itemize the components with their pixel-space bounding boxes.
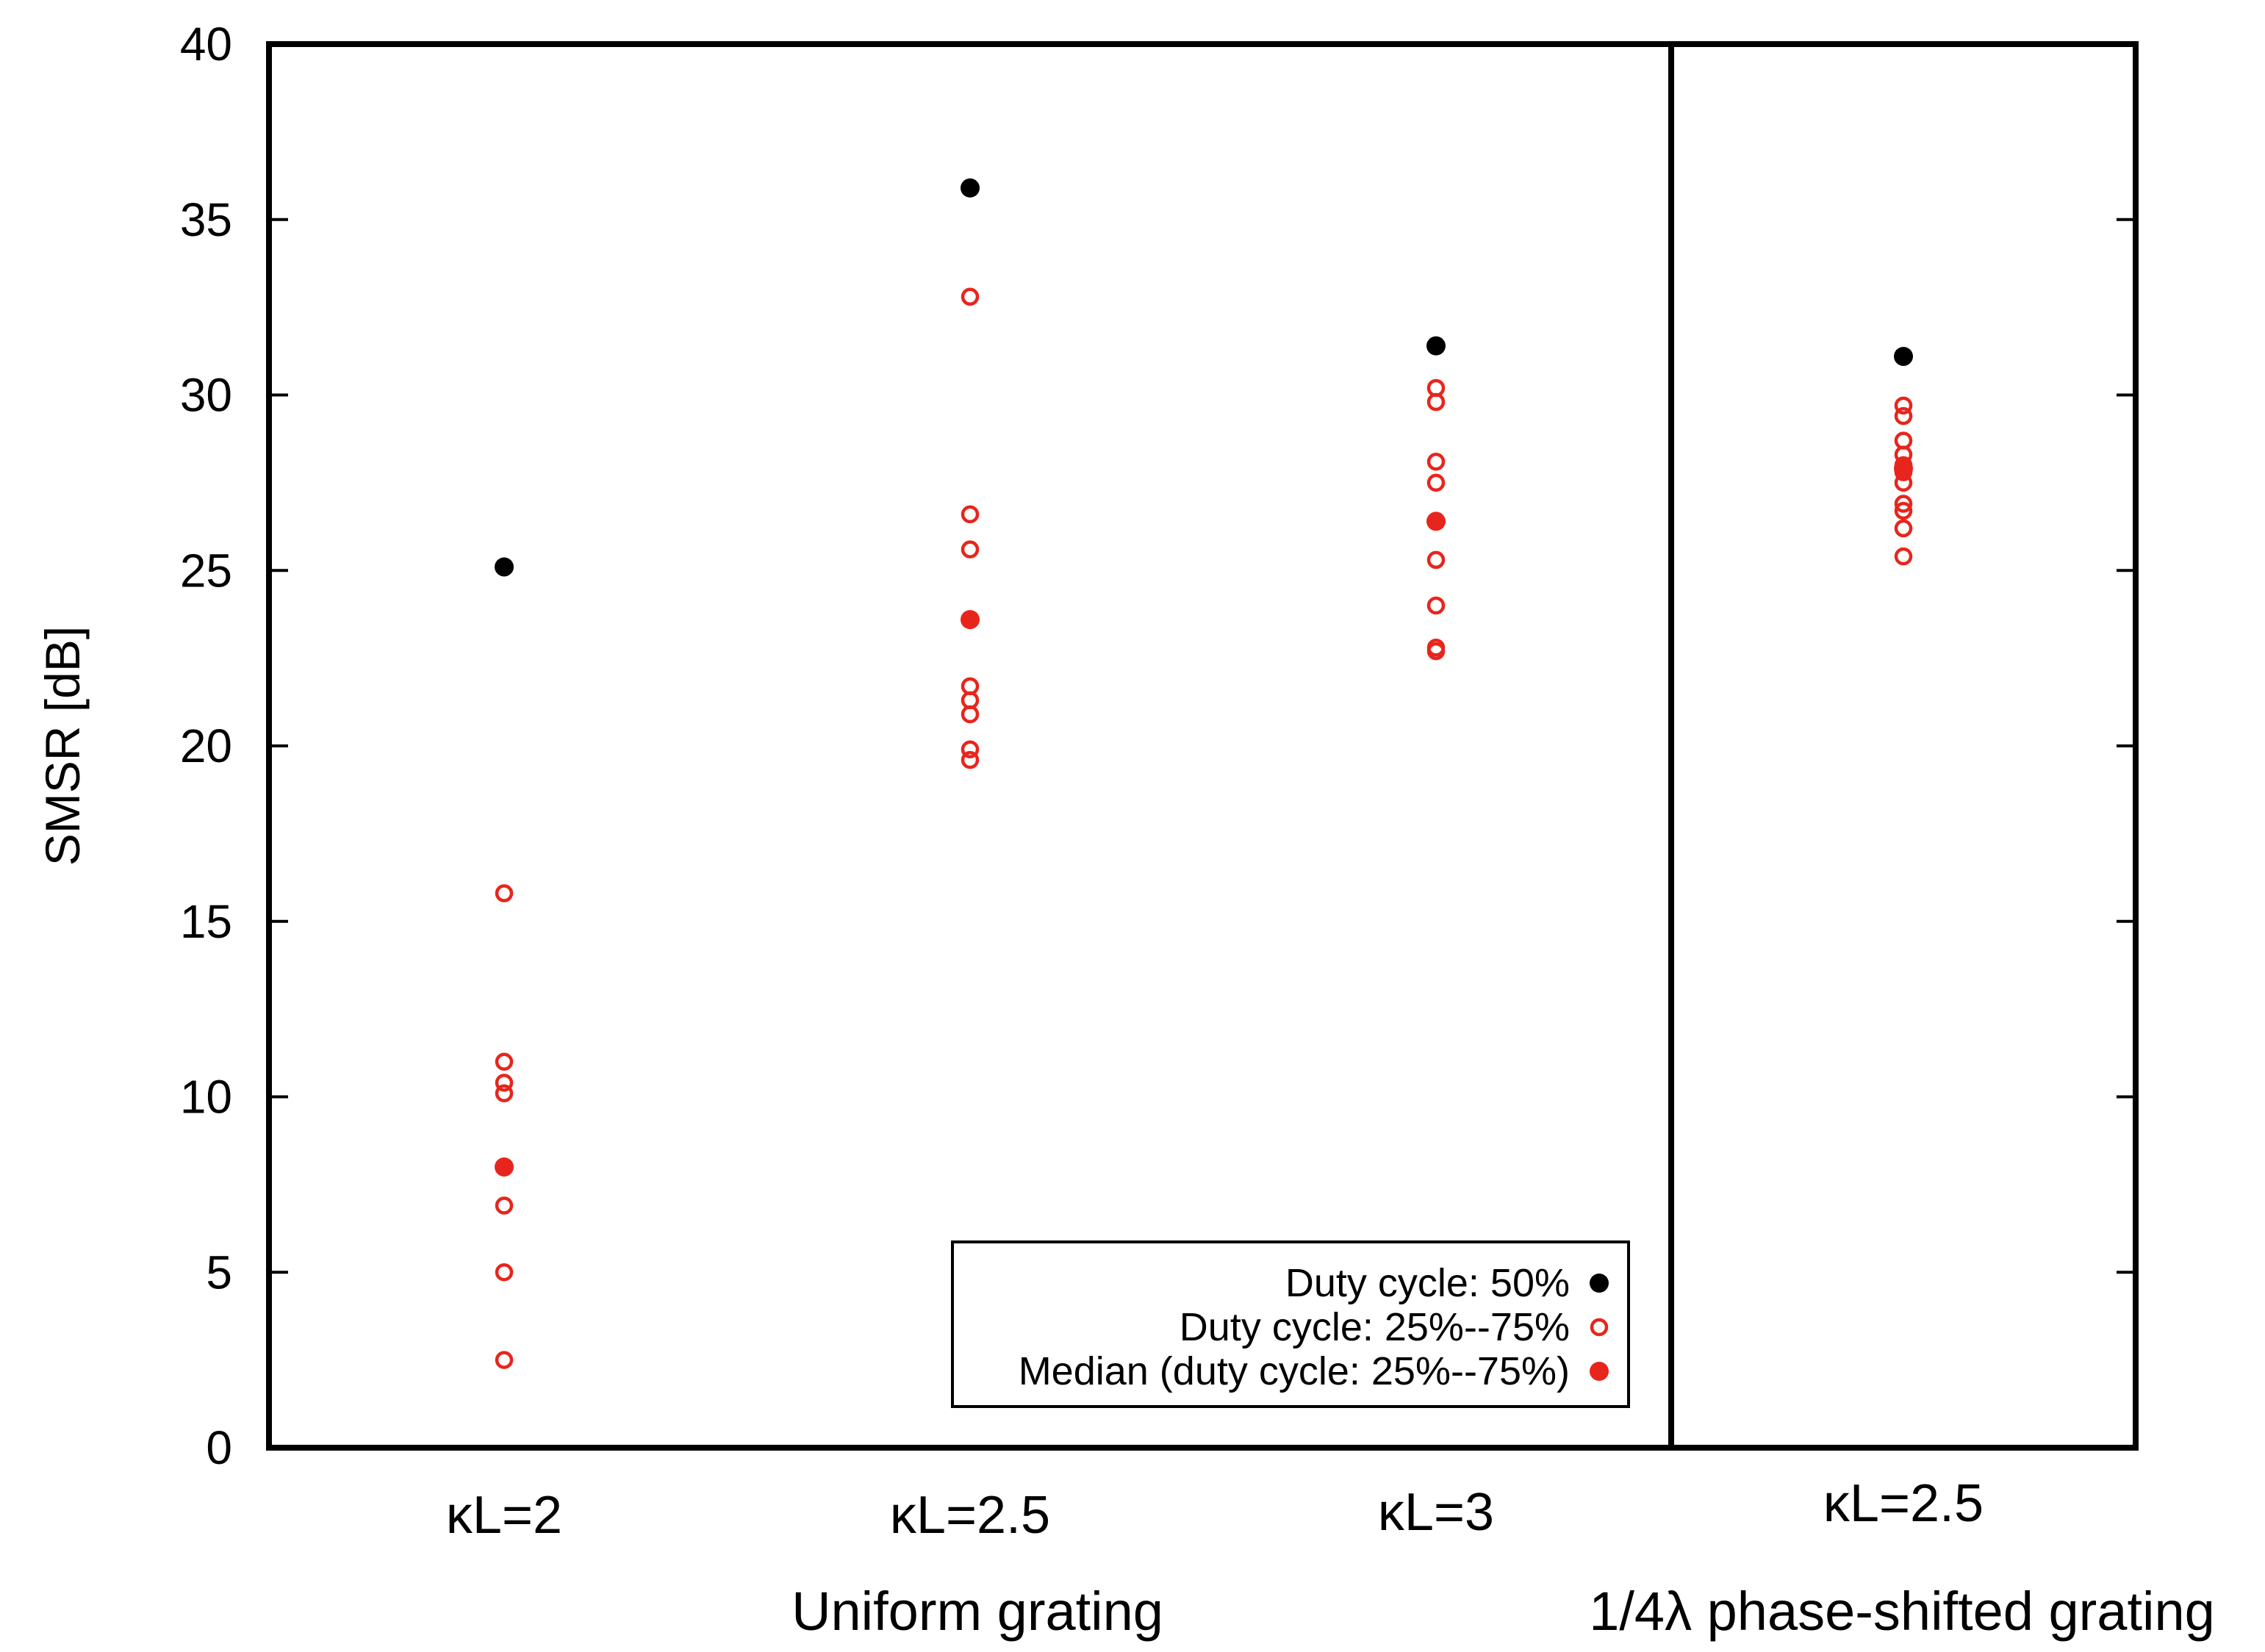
y-tick-label: 25 — [180, 544, 232, 597]
point-duty-25-75 — [495, 884, 514, 902]
y-tick-label: 30 — [180, 369, 232, 422]
legend-box — [951, 1240, 1630, 1408]
point-duty-25-75 — [1894, 406, 1913, 425]
y-ticks: 0 5 10 15 20 25 30 35 40 — [180, 18, 2136, 1474]
point-duty-25-75 — [961, 287, 980, 306]
y-axis-title: SMSR [dB] — [35, 626, 90, 866]
point-duty-25-75 — [1894, 547, 1913, 566]
data-points — [495, 178, 1913, 1369]
point-duty-25-75 — [1426, 452, 1446, 471]
y-tick-label: 40 — [180, 18, 232, 71]
y-tick-label: 0 — [206, 1421, 232, 1474]
legend-label: Median (duty cycle: 25%--75%) — [1019, 1349, 1570, 1393]
point-duty-25-75 — [1894, 501, 1913, 520]
legend-label: Duty cycle: 50% — [1285, 1261, 1570, 1305]
x-category-label: κL=2 — [446, 1486, 562, 1545]
point-median — [1894, 459, 1913, 478]
point-duty-25-75 — [495, 1351, 514, 1369]
point-duty-50 — [961, 178, 980, 198]
point-duty-25-75 — [1894, 495, 1913, 513]
legend-marker — [1590, 1274, 1609, 1293]
point-duty-25-75 — [1894, 519, 1913, 538]
point-duty-50 — [1426, 336, 1446, 356]
x-group-labels: Uniform grating 1/4λ phase-shifted gratin… — [792, 1581, 2215, 1642]
x-category-label: κL=2.5 — [890, 1486, 1050, 1545]
point-duty-25-75 — [495, 1084, 514, 1102]
point-duty-25-75 — [961, 750, 980, 769]
y-tick-label: 20 — [180, 719, 232, 772]
point-median — [1426, 511, 1446, 531]
point-duty-25-75 — [1426, 392, 1446, 412]
point-duty-25-75 — [495, 1196, 514, 1215]
legend-label: Duty cycle: 25%--75% — [1180, 1305, 1570, 1349]
point-duty-25-75 — [1426, 473, 1446, 492]
legend-marker — [1590, 1362, 1609, 1381]
point-duty-25-75 — [495, 1052, 514, 1071]
legend: Duty cycle: 50%Duty cycle: 25%--75%Media… — [951, 1240, 1630, 1408]
point-duty-50 — [1894, 346, 1913, 366]
point-median — [961, 610, 980, 630]
plot-frame — [266, 41, 2139, 1451]
point-duty-25-75 — [1426, 550, 1446, 570]
point-duty-25-75 — [1894, 396, 1913, 415]
y-tick-label: 10 — [180, 1071, 232, 1124]
y-tick-label: 15 — [180, 895, 232, 948]
x-group-label: Uniform grating — [792, 1581, 1163, 1642]
y-tick-label: 35 — [180, 193, 232, 246]
point-median — [495, 1157, 514, 1177]
y-tick-label: 5 — [206, 1246, 232, 1299]
point-duty-25-75 — [1426, 596, 1446, 615]
x-group-label: 1/4λ phase-shifted grating — [1589, 1581, 2215, 1642]
x-category-label: κL=3 — [1378, 1483, 1494, 1542]
point-duty-25-75 — [961, 540, 980, 559]
x-category-labels: κL=2 κL=2.5 κL=3 κL=2.5 — [446, 1474, 1984, 1545]
point-duty-25-75 — [961, 505, 980, 524]
point-duty-25-75 — [1426, 642, 1446, 661]
point-duty-25-75 — [961, 740, 980, 759]
point-duty-50 — [495, 557, 514, 577]
legend-marker — [1590, 1318, 1609, 1337]
x-category-label: κL=2.5 — [1823, 1474, 1984, 1533]
point-duty-25-75 — [495, 1074, 514, 1092]
point-duty-25-75 — [961, 705, 980, 724]
point-duty-25-75 — [495, 1263, 514, 1282]
